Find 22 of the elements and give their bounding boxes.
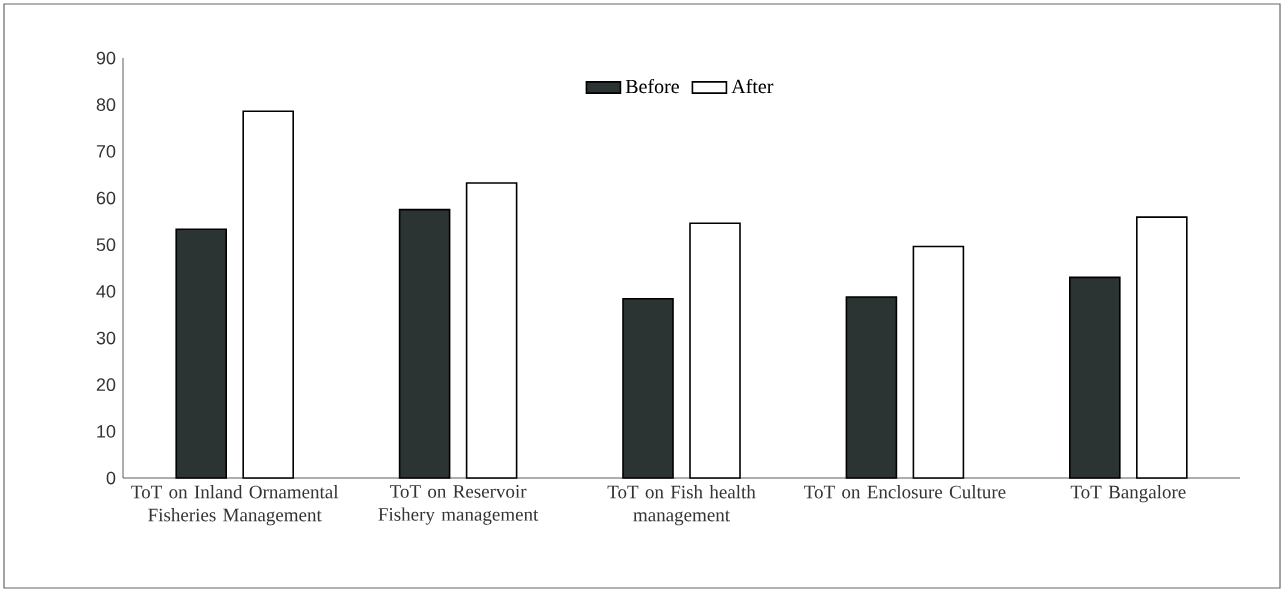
x-tick-label: ToT Bangalore xyxy=(1070,485,1186,503)
y-tick-label: 0 xyxy=(106,471,116,485)
y-tick-label: 50 xyxy=(96,238,116,252)
x-tick-label: ToT on Fish health management xyxy=(607,485,756,526)
bar xyxy=(465,182,518,479)
x-tick-label: ToT on Inland Ornamental Fisheries Management xyxy=(131,485,339,526)
y-tick-label: 70 xyxy=(96,144,116,158)
bar xyxy=(1136,216,1188,479)
y-tick-label: 80 xyxy=(96,98,116,112)
x-tick-label: ToT on Reservoir Fishery management xyxy=(378,485,539,525)
y-tick-label: 20 xyxy=(96,378,116,392)
legend-label: Before xyxy=(625,78,679,94)
y-tick-label: 40 xyxy=(96,284,116,298)
bar xyxy=(689,222,741,479)
y-tick-label: 60 xyxy=(96,191,116,205)
x-tick-label: ToT on Enclosure Culture xyxy=(804,485,1006,499)
y-tick-label: 90 xyxy=(96,51,116,65)
bar xyxy=(912,245,965,479)
legend-label: After xyxy=(731,78,774,94)
bar xyxy=(242,110,294,479)
y-tick-label: 30 xyxy=(96,331,116,345)
y-tick-label: 10 xyxy=(97,424,116,438)
